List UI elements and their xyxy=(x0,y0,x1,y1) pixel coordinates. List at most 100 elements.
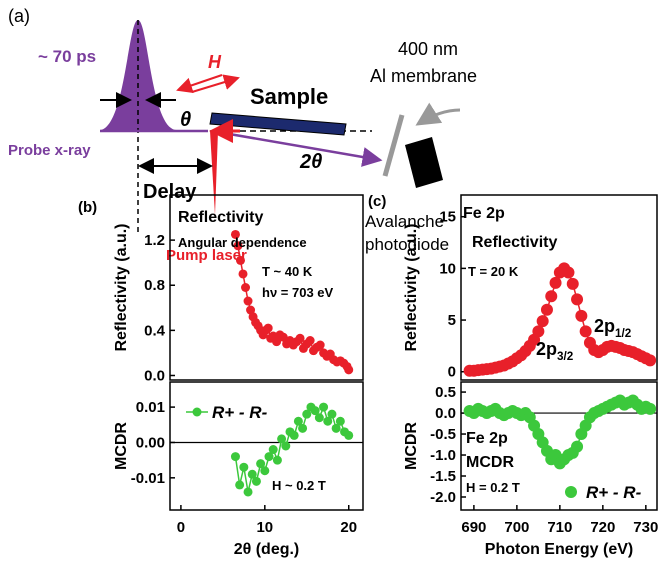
data-point xyxy=(230,229,240,239)
data-point xyxy=(319,402,329,412)
data-point xyxy=(278,332,288,342)
data-point xyxy=(536,315,549,328)
data-point xyxy=(310,406,320,416)
x-tick-label: 720 xyxy=(590,519,615,536)
data-point xyxy=(335,416,345,426)
detector-label: photodiode xyxy=(365,235,449,254)
data-point xyxy=(302,409,312,419)
data-point xyxy=(268,445,278,455)
y-tick-label: 0.5 xyxy=(435,384,456,401)
detector xyxy=(405,137,443,188)
data-point xyxy=(238,269,248,279)
y-tick-label: -0.5 xyxy=(430,426,456,443)
panel-label: (a) xyxy=(8,6,30,26)
y-tick-label: 0.8 xyxy=(144,277,165,294)
data-point xyxy=(233,241,243,251)
membrane-label: Al membrane xyxy=(370,66,477,86)
data-point xyxy=(532,325,545,338)
delay-label: Delay xyxy=(143,181,197,203)
data-point xyxy=(251,476,261,486)
annotation-text: Fe 2p xyxy=(466,430,508,447)
annotation: H = 0.2 T xyxy=(466,480,520,495)
data-line xyxy=(234,234,350,371)
annotation: Reflectivity xyxy=(178,209,263,226)
annotation: 2p3/2 xyxy=(536,339,574,363)
pulse-width: ~ 70 ps xyxy=(38,47,96,66)
y-tick-label: -0.01 xyxy=(131,470,165,487)
data-point xyxy=(644,354,657,367)
plot-frame xyxy=(169,194,364,381)
annotation-text: 2p xyxy=(536,339,557,359)
data-point xyxy=(239,462,249,472)
annotation-subscript: 3/2 xyxy=(557,350,574,363)
annotation-text: H ~ 0.2 T xyxy=(272,478,326,493)
y-tick-label: 0.0 xyxy=(144,367,165,384)
legend-label: R+ - R- xyxy=(212,403,268,422)
data-point xyxy=(344,430,354,440)
annotation-text: Reflectivity xyxy=(472,234,557,251)
data-point xyxy=(235,480,245,490)
annotation: H ~ 0.2 T xyxy=(272,478,326,493)
data-point xyxy=(344,365,354,375)
pump-label: Pump laser xyxy=(166,247,247,264)
data-point xyxy=(327,409,337,419)
panel-label: (b) xyxy=(78,199,97,216)
annotation-subscript: 1/2 xyxy=(615,327,632,340)
annotation-text: T = 20 K xyxy=(468,264,519,279)
x-axis-label: 2θ (deg.) xyxy=(234,541,300,558)
pump-pulse xyxy=(210,131,218,215)
legend-label: R+ - R- xyxy=(586,483,642,502)
data-point xyxy=(230,452,240,462)
plot-frame xyxy=(169,381,364,511)
annotation-text: hν = 703 eV xyxy=(262,285,334,300)
data-point xyxy=(243,487,253,497)
annotation-text: Reflectivity xyxy=(178,209,263,226)
legend-marker xyxy=(565,486,577,498)
x-tick-label: 700 xyxy=(504,519,529,536)
angle-label: 2θ xyxy=(299,151,322,173)
data-point xyxy=(331,423,341,433)
data-point xyxy=(579,325,592,338)
y-tick-label: 0 xyxy=(448,364,456,381)
data-point xyxy=(272,337,282,347)
data-point xyxy=(562,266,575,279)
data-point xyxy=(235,255,245,265)
y-axis-label: Reflectivity (a.u.) xyxy=(113,223,130,351)
annotation: T ~ 40 K xyxy=(262,264,313,279)
field-arrow xyxy=(191,74,240,93)
data-point xyxy=(571,293,584,306)
data-point xyxy=(293,416,303,426)
plot-frame xyxy=(460,381,658,511)
x-axis-label: Photon Energy (eV) xyxy=(485,541,633,558)
legend-marker xyxy=(192,407,202,417)
panel-label: (c) xyxy=(368,193,386,210)
data-point xyxy=(281,441,291,451)
data-point xyxy=(264,452,274,462)
annotation: hν = 703 eV xyxy=(262,285,334,300)
y-axis-label: Reflectivity (a.u.) xyxy=(403,223,420,351)
x-tick-label: 0 xyxy=(177,519,185,536)
data-point xyxy=(298,423,308,433)
data-point xyxy=(575,309,588,322)
membrane xyxy=(382,114,405,177)
data-point xyxy=(243,296,253,306)
probe-label: Probe x-ray xyxy=(8,142,91,159)
y-tick-label: -2.0 xyxy=(430,489,456,506)
x-tick-label: 710 xyxy=(547,519,572,536)
data-point xyxy=(295,333,305,343)
data-point xyxy=(545,290,558,303)
field-label: H xyxy=(208,52,222,72)
detector-label: Avalanche xyxy=(365,212,444,231)
data-point xyxy=(566,277,579,290)
annotation-text: Fe 2p xyxy=(463,205,505,222)
data-point xyxy=(644,402,657,415)
schematic: (a) ~ 70 ps H Sample θ Probe x-ray 2θ De… xyxy=(8,6,477,264)
annotation-text: MCDR xyxy=(466,454,514,471)
data-point xyxy=(260,466,270,476)
data-point xyxy=(305,336,315,346)
data-point xyxy=(256,459,266,469)
annotation: Fe 2p xyxy=(463,205,505,222)
y-tick-label: -1.0 xyxy=(430,447,456,464)
annotation: MCDR xyxy=(466,454,514,471)
